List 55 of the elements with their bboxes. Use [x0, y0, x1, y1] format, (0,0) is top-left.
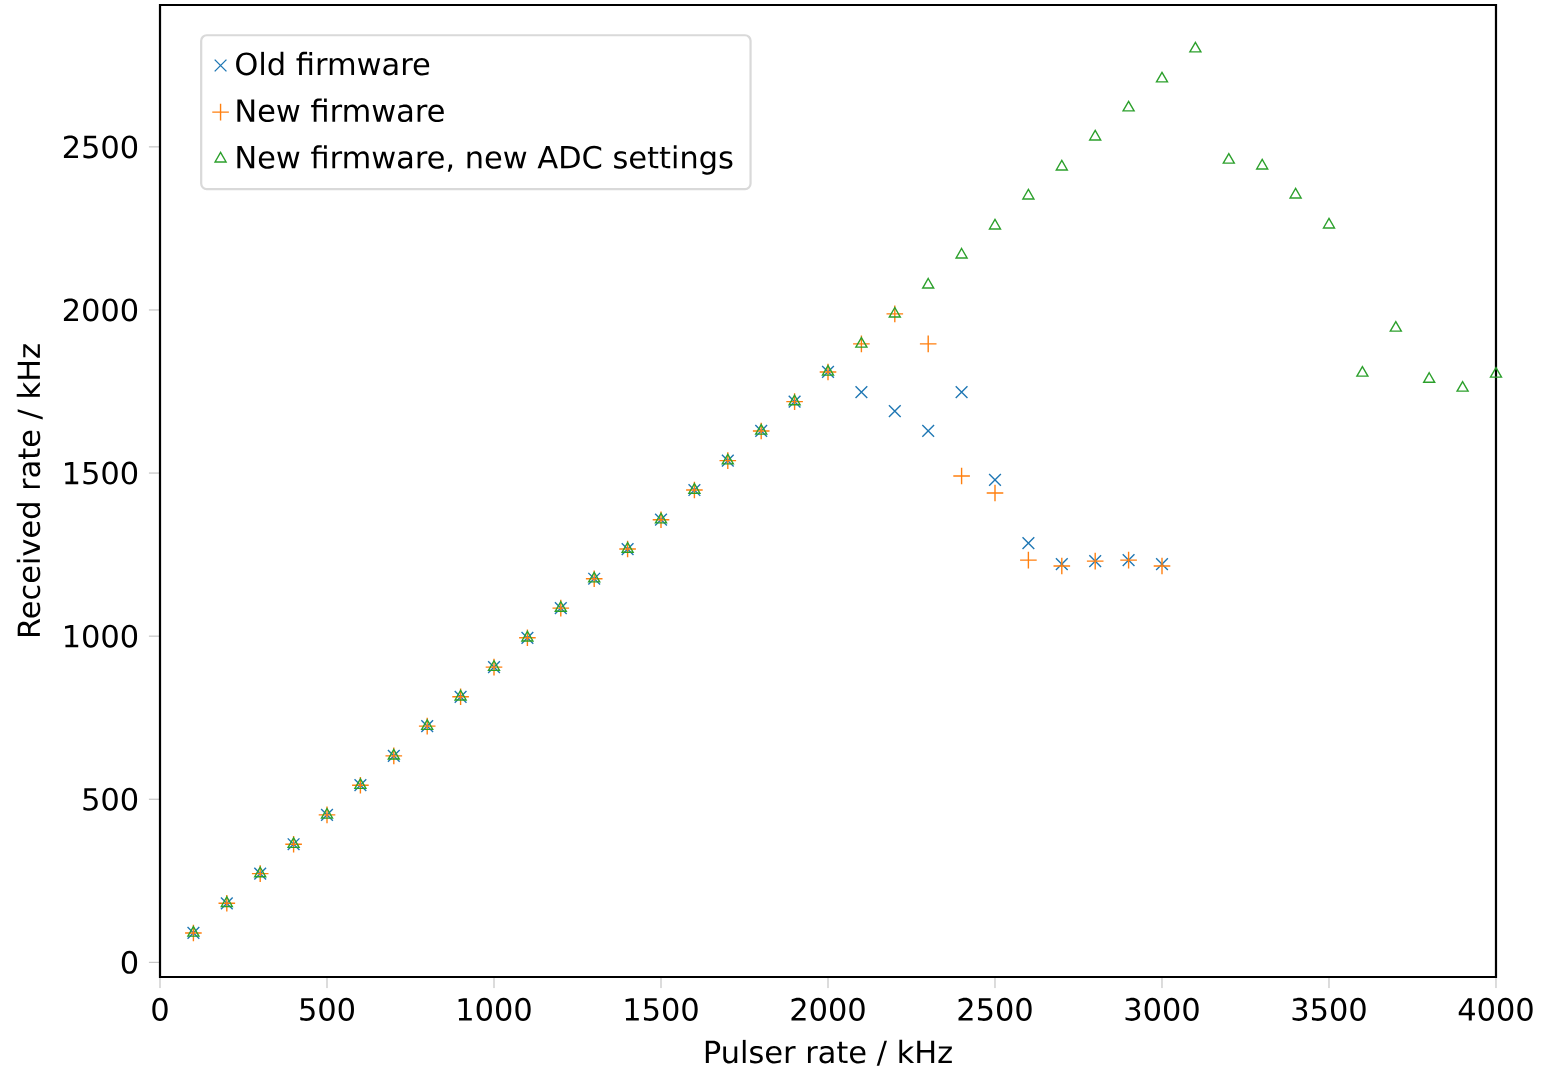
x-tick-label: 2000 — [791, 997, 865, 1021]
point — [921, 424, 935, 438]
point — [1052, 557, 1071, 575]
point — [1155, 557, 1169, 571]
point — [952, 466, 971, 485]
point — [922, 277, 935, 289]
point — [1422, 372, 1436, 383]
point — [1222, 152, 1235, 164]
point — [1153, 557, 1171, 575]
point — [854, 385, 868, 399]
point — [1489, 366, 1503, 378]
x-tick-label: 0 — [152, 997, 168, 1021]
legend-label: New firmware — [237, 98, 444, 123]
point — [955, 385, 969, 399]
x-tick-label: 1500 — [625, 997, 698, 1021]
point — [955, 247, 968, 259]
point — [885, 304, 904, 323]
point — [1356, 365, 1369, 377]
legend-label: Old firmware — [236, 51, 430, 76]
x-tick-label: 2500 — [958, 997, 1032, 1021]
point — [888, 306, 901, 318]
point — [1456, 380, 1469, 392]
point — [919, 334, 938, 353]
y-tick-label: 1000 — [65, 624, 138, 648]
point — [888, 404, 902, 418]
legend-label: New firmware, new ADC settings — [237, 145, 733, 175]
point — [1322, 217, 1336, 229]
point — [1021, 536, 1035, 550]
point — [1019, 551, 1038, 570]
point — [1255, 158, 1269, 170]
x-tick-label: 4000 — [1458, 997, 1533, 1021]
point — [1055, 557, 1069, 571]
point — [1289, 187, 1302, 199]
point — [1089, 129, 1102, 141]
x-axis-title: Pulser rate / kHz — [705, 1039, 952, 1066]
y-tick-label: 500 — [83, 787, 138, 811]
point — [1155, 71, 1169, 83]
point — [855, 336, 868, 348]
point — [1189, 41, 1202, 53]
point — [1022, 188, 1035, 200]
y-axis-title: Received rate / kHz — [16, 344, 43, 637]
x-tick-label: 1000 — [458, 997, 531, 1021]
point — [1055, 159, 1069, 171]
point — [1389, 320, 1402, 332]
y-tick-label: 1500 — [65, 461, 138, 485]
point — [988, 218, 1002, 230]
y-tick-label: 2500 — [63, 135, 138, 159]
point — [986, 483, 1004, 502]
y-tick-label: 0 — [121, 950, 138, 974]
x-tick-label: 3500 — [1292, 997, 1366, 1021]
point — [1122, 100, 1135, 112]
x-tick-label: 3000 — [1125, 997, 1199, 1021]
y-tick-label: 2000 — [63, 298, 138, 322]
x-tick-label: 500 — [300, 997, 354, 1021]
point — [988, 473, 1002, 487]
